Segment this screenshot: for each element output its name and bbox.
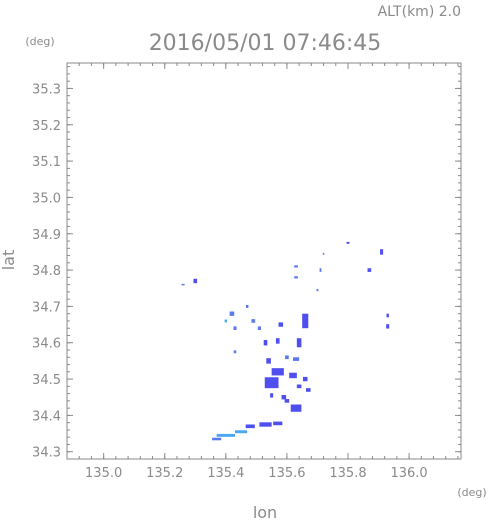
timestamp-title: 2016/05/01 07:46:45: [149, 31, 382, 56]
echo-point: [251, 319, 256, 323]
echo-point: [322, 252, 325, 255]
echo-point: [229, 311, 235, 316]
y-tick-label: 35.0: [32, 191, 61, 206]
echo-point: [380, 249, 384, 255]
x-tick-label: 135.2: [146, 466, 183, 481]
y-tick-label: 34.6: [32, 337, 61, 352]
y-tick-label: 35.3: [32, 82, 61, 97]
echo-point: [386, 313, 389, 318]
x-tick-label: 136.0: [390, 466, 427, 481]
echo-point: [289, 372, 297, 379]
x-tick-label: 135.8: [329, 466, 366, 481]
y-tick-label: 34.8: [32, 264, 61, 279]
echo-point: [294, 265, 298, 268]
y-tick-label: 34.9: [32, 228, 61, 243]
echo-point: [257, 326, 261, 331]
echo-point: [305, 388, 311, 392]
y-tick-label: 34.3: [32, 446, 61, 461]
echo-point: [259, 422, 272, 427]
x-tick-label: 135.0: [85, 466, 122, 481]
y-tick-label: 35.1: [32, 155, 61, 170]
y-axis: 34.3 34.4 34.5 34.6 34.7 34.8 34.9 35.0 35.1 35.2…: [32, 66, 461, 461]
echo-point: [233, 350, 237, 354]
altitude-label: ALT(km) 2.0: [378, 4, 461, 20]
echo-point: [386, 324, 390, 329]
y-tick-label: 34.5: [32, 373, 61, 388]
echo-point: [193, 278, 198, 284]
echo-point: [216, 433, 235, 437]
echo-points: [181, 241, 390, 441]
echo-point: [319, 268, 322, 272]
y-tick-label: 35.2: [32, 119, 61, 134]
echo-point: [293, 357, 300, 361]
echo-point: [273, 421, 283, 426]
echo-point: [212, 437, 222, 441]
echo-point: [245, 424, 255, 429]
echo-point: [316, 288, 319, 292]
y-tick-label: 34.7: [32, 300, 61, 315]
x-unit-label: (deg): [457, 486, 486, 499]
echo-point: [278, 322, 284, 327]
echo-point: [302, 313, 309, 329]
x-tick-label: 135.6: [268, 466, 305, 481]
plot-frame: [66, 62, 462, 460]
echo-point: [294, 276, 298, 279]
x-tick-label: 135.4: [207, 466, 244, 481]
y-tick-label: 34.4: [32, 409, 61, 424]
echo-point: [275, 338, 280, 344]
echo-point: [367, 268, 372, 272]
echo-point: [234, 430, 248, 434]
echo-point: [264, 377, 279, 389]
echo-point: [270, 393, 274, 398]
echo-point: [302, 376, 308, 382]
x-axis-label: lon: [253, 503, 277, 521]
echo-point: [245, 304, 249, 308]
echo-point: [281, 395, 287, 400]
x-axis: 135.0 135.2 135.4 135.6 135.8 136.0: [78, 63, 459, 481]
echo-point: [233, 326, 237, 331]
y-unit-label: (deg): [25, 35, 54, 48]
echo-point: [285, 355, 289, 360]
echo-point: [284, 399, 290, 403]
echo-point: [346, 241, 350, 244]
echo-point: [290, 404, 302, 412]
echo-point: [296, 338, 302, 348]
echo-point: [271, 368, 284, 376]
echo-point: [266, 358, 271, 364]
echo-point: [181, 283, 185, 286]
y-axis-label: lat: [0, 250, 18, 271]
echo-point: [263, 340, 268, 346]
echo-point: [224, 319, 228, 323]
echo-point: [296, 384, 302, 389]
